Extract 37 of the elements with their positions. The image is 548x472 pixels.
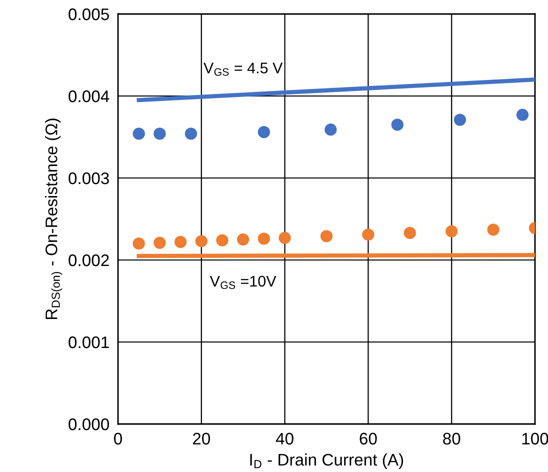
point (516, 108, 529, 121)
point (391, 118, 404, 131)
annotation: V$_{GS}$ = 4.5 V (204, 62, 283, 76)
y-tick-label: 0.001 (68, 336, 109, 348)
y-tick-label: 0.005 (68, 8, 109, 20)
point (258, 232, 270, 245)
y-tick-label: 0.002 (68, 254, 109, 266)
x-axis-title: I$_{D}$ - Drain Current (A) (250, 453, 404, 469)
point (454, 114, 466, 126)
x-tick-label: 20 (192, 432, 210, 445)
point (174, 236, 187, 248)
point (237, 233, 250, 246)
point (446, 225, 458, 238)
x-tick-label: 80 (443, 432, 460, 445)
point (404, 226, 416, 240)
point (362, 228, 374, 241)
point (195, 235, 208, 248)
point (216, 234, 228, 246)
point (324, 124, 337, 136)
point (154, 128, 166, 140)
x-tick-label: 60 (360, 432, 377, 445)
y-tick-label: 0.000 (68, 418, 110, 430)
y-tick-label: 0.004 (68, 90, 110, 102)
x-tick-label: 100 (522, 432, 548, 445)
x-tick-label: 40 (276, 432, 294, 445)
point (154, 236, 166, 249)
point (258, 126, 270, 138)
y-tick-label: 0.003 (68, 172, 109, 184)
x-tick-label: 0 (114, 432, 122, 445)
y-axis-title: R$_{DS(on)}$ - On-Resistance (Ω) (45, 118, 62, 320)
point (184, 128, 198, 140)
point (320, 230, 333, 242)
point (487, 224, 500, 236)
annotation: V$_{GS}$ =10V (210, 276, 276, 289)
point (278, 232, 291, 244)
point (132, 238, 145, 250)
point (132, 128, 145, 140)
